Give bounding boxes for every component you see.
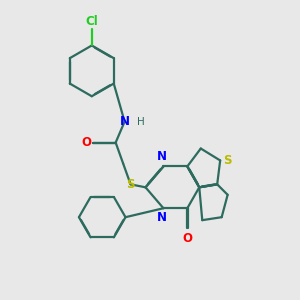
Text: O: O <box>82 136 92 149</box>
Text: N: N <box>120 115 130 128</box>
Text: Cl: Cl <box>85 15 98 28</box>
Text: H: H <box>137 117 145 127</box>
Text: O: O <box>182 232 192 245</box>
Text: S: S <box>126 178 135 191</box>
Text: N: N <box>157 211 167 224</box>
Text: S: S <box>223 154 232 167</box>
Text: N: N <box>157 150 167 164</box>
